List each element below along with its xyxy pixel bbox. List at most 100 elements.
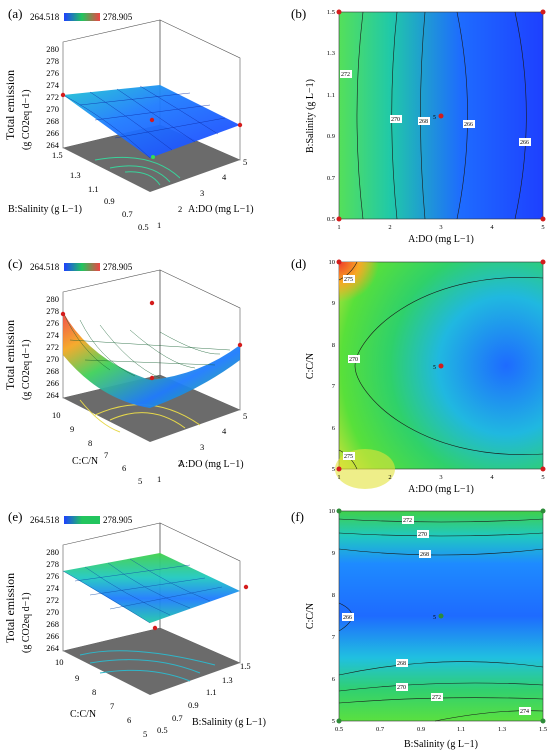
svg-text:10: 10 — [52, 410, 61, 420]
svg-text:1.1: 1.1 — [206, 687, 217, 697]
svg-text:266: 266 — [46, 631, 59, 641]
contour-line — [338, 682, 544, 692]
svg-text:272: 272 — [46, 595, 59, 605]
y-axis-label: C:C/N — [305, 603, 316, 629]
svg-text:270: 270 — [391, 117, 400, 123]
svg-text:278: 278 — [46, 306, 59, 316]
svg-text:9: 9 — [332, 300, 335, 307]
svg-text:266: 266 — [343, 615, 352, 621]
panel-letter: (b) — [291, 6, 306, 21]
contour-line — [420, 11, 426, 220]
x-axis-label: A:DO (mg L−1) — [408, 234, 474, 245]
svg-text:0.9: 0.9 — [417, 726, 425, 733]
svg-text:0.7: 0.7 — [376, 726, 385, 733]
contour-line — [338, 518, 544, 523]
svg-text:274: 274 — [520, 709, 529, 715]
floor-contour-lines — [94, 156, 181, 186]
svg-text:1: 1 — [337, 224, 340, 231]
svg-text:2: 2 — [178, 458, 182, 468]
y-tick-labels: 0.5 0.7 0.9 1.1 1.3 1.5 — [327, 9, 336, 223]
a-axis-label: A:DO (mg L−1) — [188, 204, 254, 215]
svg-text:6: 6 — [122, 463, 126, 473]
y-tick-labels: 5 6 7 8 9 10 — [329, 259, 336, 473]
svg-text:3: 3 — [439, 474, 442, 481]
svg-text:0.7: 0.7 — [172, 713, 183, 723]
floor-contour-lines — [79, 650, 216, 682]
x-tick-labels: 1 2 3 4 5 — [337, 224, 544, 231]
design-point — [243, 584, 249, 590]
svg-text:4: 4 — [222, 172, 227, 182]
svg-text:1: 1 — [157, 474, 161, 484]
svg-text:6: 6 — [127, 715, 131, 725]
y-axis-label: C:C/N — [305, 353, 316, 379]
surface-mesh — [62, 311, 231, 379]
svg-text:0.9: 0.9 — [327, 133, 335, 140]
contour-line — [434, 710, 544, 722]
svg-text:1.5: 1.5 — [52, 150, 63, 160]
panel-letter: (c) — [8, 256, 22, 271]
design-point — [149, 117, 155, 123]
svg-text:0.5: 0.5 — [327, 216, 335, 223]
svg-text:280: 280 — [46, 294, 59, 304]
panel-letter: (a) — [8, 6, 22, 21]
z-axis-label-1: Total emission — [3, 320, 17, 390]
svg-text:6: 6 — [332, 425, 336, 432]
svg-text:275: 275 — [344, 454, 353, 460]
design-point — [149, 300, 155, 306]
svg-text:0.7: 0.7 — [122, 209, 133, 219]
svg-text:5: 5 — [243, 157, 247, 167]
contour-line — [514, 11, 527, 220]
floor-contour-plane — [63, 628, 240, 695]
svg-text:270: 270 — [46, 607, 59, 617]
y-tick-labels: 5 6 7 8 9 10 — [329, 508, 336, 725]
panel-letter: (d) — [291, 256, 306, 271]
svg-text:8: 8 — [92, 687, 96, 697]
svg-text:270: 270 — [46, 354, 59, 364]
svg-text:1.5: 1.5 — [240, 661, 251, 671]
svg-text:5: 5 — [332, 466, 335, 473]
contour-line — [338, 532, 544, 537]
svg-text:278: 278 — [46, 56, 59, 66]
svg-text:4: 4 — [490, 224, 494, 231]
svg-text:10: 10 — [329, 259, 336, 266]
z-tick-labels: 280 278 276 274 272 270 268 266 264 — [46, 44, 60, 150]
svg-text:7: 7 — [332, 634, 336, 641]
design-point — [237, 342, 243, 348]
svg-text:10: 10 — [55, 657, 64, 667]
svg-text:278: 278 — [46, 559, 59, 569]
legend-min: 264.518 — [30, 515, 60, 525]
b-tick-labels: 1.5 1.3 1.1 0.9 0.7 0.5 — [52, 150, 149, 232]
svg-text:1.3: 1.3 — [327, 50, 335, 57]
svg-text:276: 276 — [46, 318, 59, 328]
design-points — [336, 508, 546, 724]
svg-text:2: 2 — [178, 204, 182, 214]
svg-text:5: 5 — [541, 224, 544, 231]
color-legend-bar — [64, 516, 100, 524]
svg-text:270: 270 — [46, 104, 59, 114]
contour-labels: 275 270 275 — [343, 275, 360, 460]
design-point — [60, 92, 66, 98]
svg-text:268: 268 — [46, 619, 59, 629]
z-axis-label-2: (g CO2eq d−1) — [21, 89, 32, 150]
svg-text:274: 274 — [46, 80, 60, 90]
a-axis-label: A:DO (mg L−1) — [178, 459, 244, 470]
svg-text:4: 4 — [222, 426, 227, 436]
x-tick-labels: 1 2 3 4 5 — [337, 474, 544, 481]
svg-text:1.3: 1.3 — [498, 726, 506, 733]
svg-text:264: 264 — [46, 643, 60, 653]
svg-text:10: 10 — [329, 508, 336, 515]
svg-text:280: 280 — [46, 547, 59, 557]
design-points — [336, 9, 546, 222]
svg-text:264: 264 — [46, 140, 60, 150]
svg-text:3: 3 — [439, 224, 442, 231]
design-point — [152, 625, 158, 631]
legend-min: 264.518 — [30, 12, 60, 22]
svg-text:5: 5 — [243, 411, 247, 421]
response-surface — [63, 553, 240, 623]
svg-text:3: 3 — [200, 442, 204, 452]
svg-text:275: 275 — [344, 277, 353, 283]
contour-line — [338, 548, 544, 556]
panel-f-contour: (f) 272 270 268 266 268 270 272 274 5 5 … — [291, 508, 547, 750]
b-axis-label: B:Salinity (g L−1) — [8, 204, 82, 215]
svg-text:8: 8 — [332, 592, 335, 599]
